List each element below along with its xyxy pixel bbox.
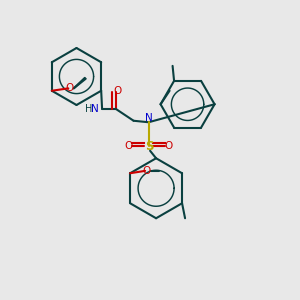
Text: O: O [124, 141, 133, 151]
Text: N: N [91, 104, 98, 114]
Text: N: N [145, 113, 152, 123]
Text: O: O [142, 166, 151, 176]
Text: S: S [145, 140, 153, 153]
Text: O: O [114, 86, 122, 96]
Text: O: O [165, 141, 173, 151]
Text: H: H [85, 104, 93, 114]
Text: O: O [66, 83, 74, 93]
